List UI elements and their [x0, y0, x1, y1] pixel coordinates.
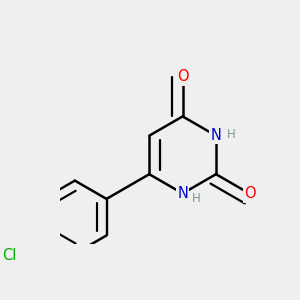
- Text: Cl: Cl: [2, 248, 16, 263]
- Text: N: N: [177, 186, 188, 201]
- Text: H: H: [192, 192, 201, 205]
- Text: N: N: [211, 128, 221, 143]
- Text: O: O: [177, 69, 188, 84]
- Text: H: H: [226, 128, 235, 141]
- Text: O: O: [244, 187, 256, 202]
